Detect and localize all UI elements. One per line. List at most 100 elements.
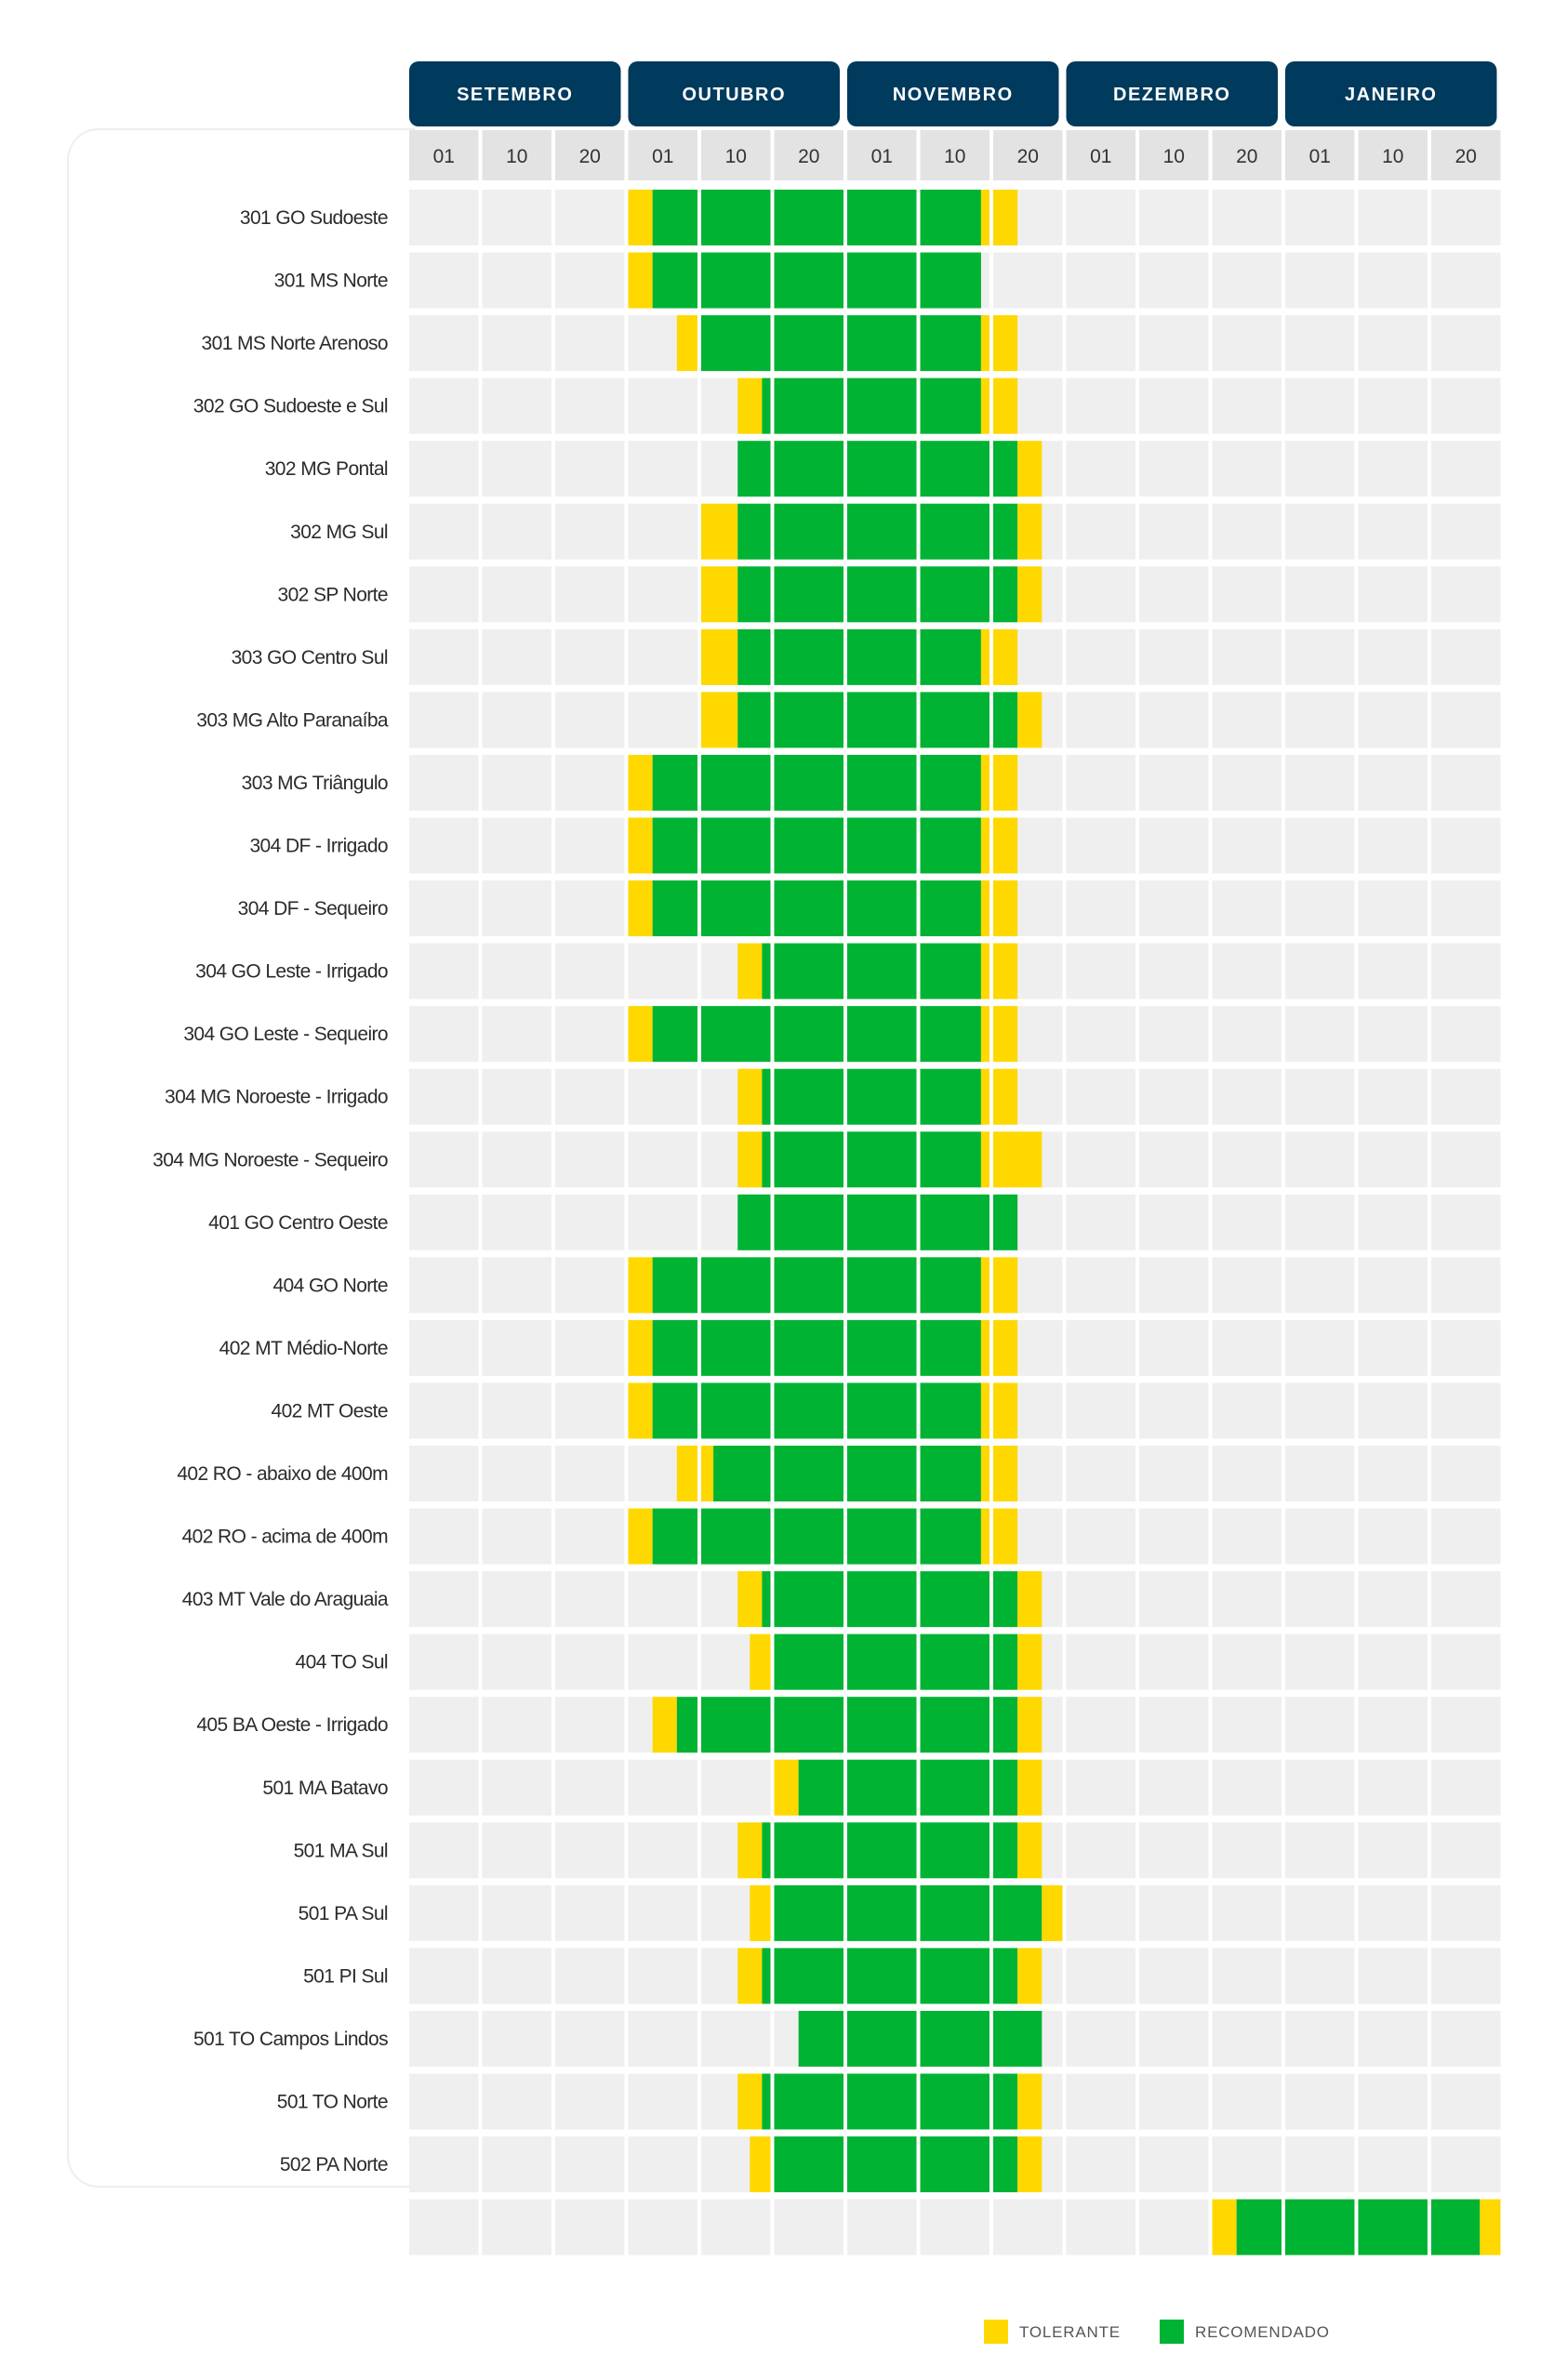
recomendado-bar (774, 1822, 843, 1879)
recomendado-bar (920, 1382, 981, 1439)
empty-cell (409, 817, 479, 874)
row-label-panel (67, 128, 415, 2188)
empty-cell (628, 503, 697, 560)
tolerante-bar (652, 1697, 677, 1753)
empty-cell (1139, 2199, 1209, 2255)
day-label: 01 (1309, 146, 1331, 167)
empty-cell (409, 1068, 479, 1125)
empty-cell (1212, 441, 1281, 497)
recomendado-bar (993, 1948, 1018, 2004)
day-label: 01 (652, 146, 673, 167)
recomendado-bar (774, 1131, 843, 1188)
tolerante-bar (993, 817, 1018, 874)
empty-cell (1358, 566, 1428, 623)
empty-cell (1212, 1006, 1281, 1063)
empty-cell (409, 2136, 479, 2193)
empty-cell (1358, 1633, 1428, 1690)
empty-cell (628, 1068, 697, 1125)
recomendado-bar (762, 1948, 771, 2004)
month-label: JANEIRO (1345, 85, 1437, 105)
empty-cell (555, 1446, 625, 1501)
empty-cell (482, 2136, 551, 2193)
tolerante-bar (628, 880, 653, 937)
tolerante-bar (980, 880, 989, 937)
row-label: 405 BA Oeste - Irrigado (196, 1714, 388, 1736)
tolerante-bar (1017, 1822, 1042, 1879)
tolerante-bar (628, 190, 653, 245)
empty-cell (1285, 880, 1355, 937)
tolerante-bar (980, 377, 989, 434)
empty-cell (1139, 2136, 1209, 2193)
recomendado-bar (701, 817, 771, 874)
day-header-cell (409, 130, 479, 180)
tolerante-bar (993, 1319, 1018, 1376)
tolerante-bar (701, 566, 738, 623)
day-label: 10 (1382, 146, 1403, 167)
recomendado-bar (993, 503, 1018, 560)
empty-cell (1139, 628, 1209, 685)
empty-cell (1285, 1822, 1355, 1879)
empty-cell (409, 1571, 479, 1628)
day-label: 10 (1163, 146, 1185, 167)
tolerante-bar (993, 1508, 1018, 1565)
empty-cell (1139, 441, 1209, 497)
recomendado-bar (652, 1508, 697, 1565)
row-label: 402 RO - abaixo de 400m (177, 1463, 388, 1485)
recomendado-bar (920, 754, 981, 811)
day-label: 20 (798, 146, 819, 167)
tolerante-bar (1017, 1948, 1042, 2004)
empty-cell (1431, 628, 1501, 685)
recomendado-bar (920, 2073, 989, 2130)
empty-cell (555, 1571, 625, 1628)
empty-cell (1431, 566, 1501, 623)
empty-cell (1285, 2010, 1355, 2067)
recomendado-bar (652, 817, 697, 874)
empty-cell (1285, 1759, 1355, 1816)
empty-cell (1139, 252, 1209, 309)
empty-cell (1212, 1822, 1281, 1879)
empty-cell (1285, 1697, 1355, 1753)
tolerante-bar (980, 1068, 989, 1125)
tolerante-bar (628, 1006, 653, 1063)
tolerante-bar (993, 628, 1018, 685)
recomendado-bar (774, 1508, 843, 1565)
empty-cell (1066, 1822, 1135, 1879)
empty-cell (1139, 566, 1209, 623)
empty-cell (1431, 692, 1501, 748)
empty-cell (409, 1131, 479, 1188)
tolerante-bar (628, 1508, 653, 1565)
empty-cell (1431, 503, 1501, 560)
empty-cell (555, 1257, 625, 1314)
recomendado-bar (920, 943, 981, 999)
empty-cell (1285, 1382, 1355, 1439)
day-header-cell (701, 130, 771, 180)
recomendado-bar (920, 315, 981, 372)
empty-cell (1212, 2010, 1281, 2067)
empty-cell (628, 1822, 697, 1879)
recomendado-bar (920, 1131, 981, 1188)
empty-cell (1431, 315, 1501, 372)
empty-cell (1285, 2073, 1355, 2130)
empty-cell (1358, 754, 1428, 811)
empty-cell (1139, 1508, 1209, 1565)
empty-cell (1212, 2136, 1281, 2193)
empty-cell (1066, 1068, 1135, 1125)
empty-cell (1212, 377, 1281, 434)
recomendado-bar (847, 377, 917, 434)
empty-cell (1066, 1571, 1135, 1628)
empty-cell (1358, 1571, 1428, 1628)
empty-cell (482, 692, 551, 748)
empty-cell (482, 1822, 551, 1879)
recomendado-bar (701, 1382, 771, 1439)
empty-cell (1358, 817, 1428, 874)
empty-cell (482, 252, 551, 309)
empty-cell (555, 566, 625, 623)
empty-cell (1212, 190, 1281, 245)
recomendado-bar (847, 2010, 917, 2067)
empty-cell (1139, 1382, 1209, 1439)
tolerante-bar (993, 754, 1018, 811)
recomendado-bar (652, 1319, 697, 1376)
empty-cell (482, 628, 551, 685)
empty-cell (1285, 1006, 1355, 1063)
